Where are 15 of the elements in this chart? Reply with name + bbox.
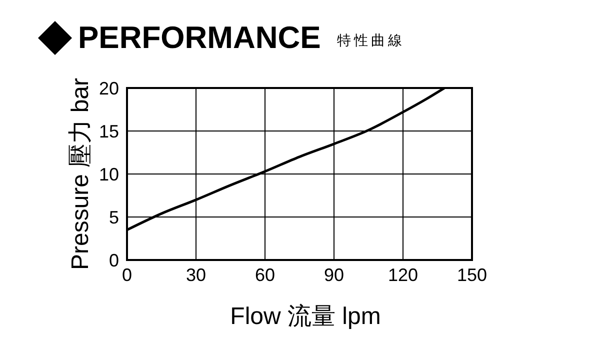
x-axis-title: Flow 流量 lpm	[230, 303, 381, 330]
x-tick-label: 30	[186, 264, 206, 285]
y-tick-label: 0	[108, 250, 119, 270]
y-tick-label: 15	[98, 121, 119, 142]
chart-title: PERFORMANCE	[78, 20, 321, 56]
x-tick-label: 0	[122, 264, 132, 285]
x-tick-label: 150	[456, 264, 488, 285]
y-tick-label: 20	[98, 78, 119, 98]
x-tick-label: 60	[254, 264, 276, 285]
y-axis-title: Pressure 壓力 bar	[66, 78, 95, 270]
x-tick-label: 90	[324, 264, 344, 285]
x-tick-label: 120	[388, 264, 418, 285]
y-tick-label: 5	[108, 207, 119, 228]
y-tick-label: 10	[98, 164, 119, 184]
chart-subtitle: 特性曲線	[336, 32, 405, 50]
